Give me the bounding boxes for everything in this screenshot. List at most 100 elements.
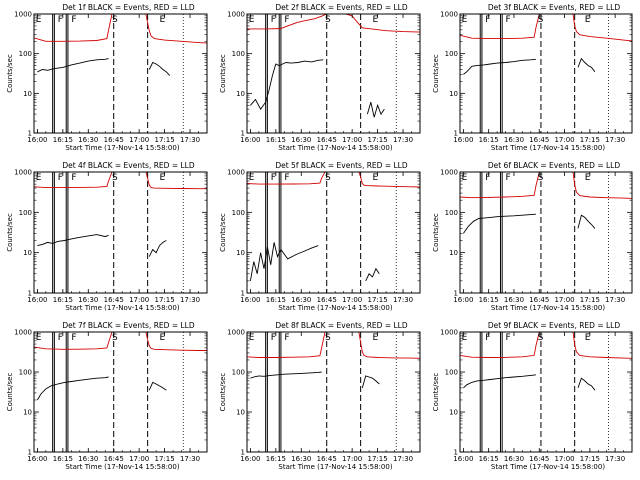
x-axis-label: Start Time (17-Nov-14 15:58:00) [65,144,179,152]
x-axis-label: Start Time (17-Nov-14 15:58:00) [278,144,392,152]
x-axis-label: Start Time (17-Nov-14 15:58:00) [491,463,605,471]
region-marker-e: E [160,333,166,343]
panel-title: Det 2f BLACK = Events, RED = LLD [275,3,408,12]
series-line-events [37,376,167,401]
y-axis-label: Counts/sec [432,54,440,93]
y-axis-label: Counts/sec [432,373,440,412]
series-line-lld [460,14,632,42]
plot-frame [459,331,633,453]
y-axis-label: Counts/sec [219,213,227,252]
x-tick-label: 16:45 [104,136,124,144]
x-tick-label: 17:00 [129,455,149,463]
panel-title: Det 7f BLACK = Events, RED = LLD [62,321,195,330]
x-tick-label: 17:30 [180,296,200,304]
region-marker-s: S [325,15,331,25]
region-marker-e: E [373,15,379,25]
region-marker-s: S [325,173,331,183]
series-line-lld [460,172,632,199]
y-tick-label: 1 [28,130,32,138]
x-tick-label: 16:00 [453,455,473,463]
x-axis-label: Start Time (17-Nov-14 15:58:00) [65,463,179,471]
panel-det-7: Det 7f BLACK = Events, RED = LLD 16:00 16:… [6,321,208,471]
plot-area [460,172,632,293]
plot-area [34,172,207,293]
region-marker-s: S [538,173,544,183]
region-marker-f: F [506,173,511,183]
panel-det-8: Det 8f BLACK = Events, RED = LLD 16:00 16:… [219,321,421,471]
region-marker-s: S [538,15,544,25]
x-tick-label: 17:00 [342,136,362,144]
x-tick-label: 17:15 [155,455,175,463]
x-tick-label: 17:00 [129,136,149,144]
panel-title: Det 9f BLACK = Events, RED = LLD [488,321,621,330]
y-tick-label: 1000 [14,329,32,337]
region-marker-f: F [58,173,63,183]
x-axis-label: Start Time (17-Nov-14 15:58:00) [491,304,605,312]
plot-frame [459,171,633,294]
series-line-lld [247,332,420,359]
y-tick-label: 1000 [440,11,458,19]
y-tick-label: 10 [236,90,245,98]
y-tick-label: 100 [445,50,458,58]
y-tick-label: 100 [445,369,458,377]
panel-det-3: Det 3f BLACK = Events, RED = LLD 16:00 16:… [432,3,633,152]
plot-frame [33,13,208,134]
y-tick-label: 100 [232,369,245,377]
region-marker-f: F [71,15,76,25]
x-tick-label: 16:15 [266,296,286,304]
panel-det-4: Det 4f BLACK = Events, RED = LLD 16:00 16:… [6,161,208,312]
plot-frame [33,171,208,294]
x-tick-label: 17:30 [605,136,625,144]
region-marker-f: F [58,15,63,25]
x-tick-label: 17:15 [155,296,175,304]
panel-title: Det 3f BLACK = Events, RED = LLD [488,3,621,12]
x-tick-label: 16:15 [266,136,286,144]
x-tick-label: 16:00 [453,136,473,144]
y-tick-label: 10 [236,409,245,417]
plot-area [34,14,207,133]
y-tick-label: 100 [232,50,245,58]
x-tick-label: 16:00 [240,136,260,144]
x-tick-label: 17:30 [393,136,413,144]
region-marker-f: F [71,333,76,343]
region-marker-s: S [325,333,331,343]
plot-frame [246,171,421,294]
region-marker-f: F [71,173,76,183]
y-tick-label: 10 [236,249,245,257]
panel-title: Det 6f BLACK = Events, RED = LLD [488,161,621,170]
x-tick-label: 17:00 [554,136,574,144]
plot-area [247,332,420,452]
region-marker-f: F [284,333,289,343]
x-tick-label: 16:00 [27,455,47,463]
panel-det-1: Det 1f BLACK = Events, RED = LLD 16:00 16:… [6,3,208,152]
x-tick-label: 16:30 [78,296,98,304]
x-tick-label: 16:15 [53,455,73,463]
series-line-events [249,242,380,282]
x-tick-label: 16:30 [291,136,311,144]
y-axis-label: Counts/sec [432,213,440,252]
y-tick-label: 1000 [227,329,245,337]
y-tick-label: 1 [454,449,458,457]
y-tick-label: 1000 [227,11,245,19]
region-marker-e: E [249,15,255,25]
plot-area [460,332,632,452]
x-tick-label: 17:15 [368,455,388,463]
x-tick-label: 16:00 [240,296,260,304]
series-line-events [463,213,596,234]
plot-area [247,14,420,133]
plot-frame [246,331,421,453]
x-tick-label: 17:15 [580,296,600,304]
panel-det-2: Det 2f BLACK = Events, RED = LLD 16:00 16:… [219,3,421,152]
x-tick-label: 16:45 [104,455,124,463]
x-tick-label: 16:30 [291,296,311,304]
x-axis-label: Start Time (17-Nov-14 15:58:00) [491,144,605,152]
plot-frame [33,331,208,453]
region-marker-e: E [160,173,166,183]
x-tick-label: 17:30 [180,136,200,144]
series-line-events [37,234,167,257]
y-axis-label: Counts/sec [219,373,227,412]
region-marker-f: F [271,333,276,343]
x-tick-label: 16:15 [479,455,499,463]
x-axis-label: Start Time (17-Nov-14 15:58:00) [65,304,179,312]
x-tick-label: 16:30 [78,136,98,144]
